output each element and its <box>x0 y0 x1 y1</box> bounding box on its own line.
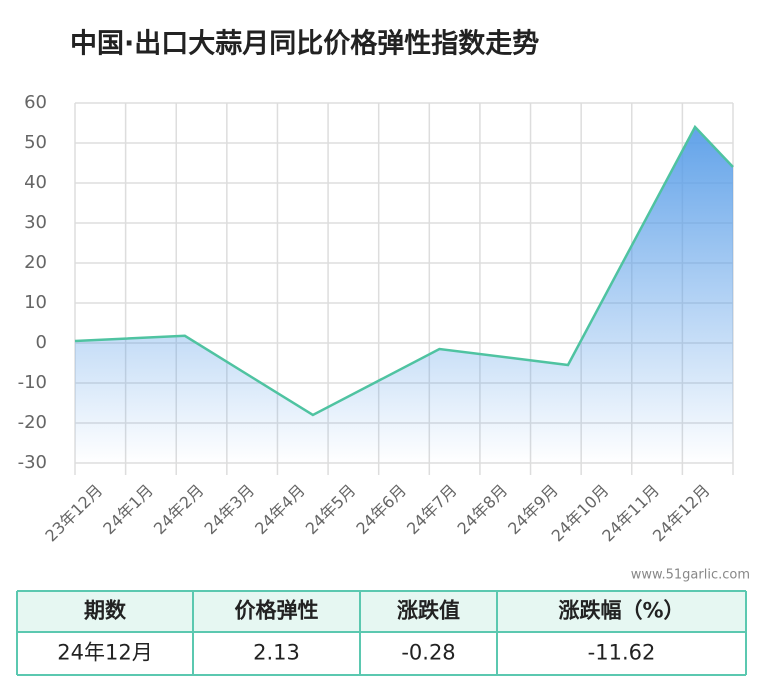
table-cell: 24年12月 <box>57 641 152 665</box>
x-tick-label: 24年2月 <box>150 481 208 539</box>
chart-title: 中国·出口大蒜月同比价格弹性指数走势 <box>70 29 539 60</box>
table-header-bg <box>17 591 746 632</box>
y-tick-label: 20 <box>24 252 47 273</box>
y-tick-label: -20 <box>18 412 47 433</box>
table-header: 涨跌值 <box>397 599 460 623</box>
x-tick-label: 23年12月 <box>41 481 106 546</box>
x-tick-label: 24年7月 <box>403 481 461 539</box>
y-tick-label: 60 <box>24 92 47 113</box>
y-tick-label: 30 <box>24 212 47 233</box>
x-tick-label: 24年8月 <box>454 481 512 539</box>
table-header: 涨跌幅（%） <box>558 599 684 623</box>
table-header: 期数 <box>84 599 127 623</box>
y-tick-label: -10 <box>18 372 47 393</box>
y-tick-label: 40 <box>24 172 47 193</box>
table-cell: 2.13 <box>253 641 300 665</box>
x-tick-label: 24年6月 <box>352 481 410 539</box>
x-tick-label: 24年5月 <box>302 481 360 539</box>
line <box>74 124 734 417</box>
y-tick-label: 0 <box>36 332 47 353</box>
table-cell: -11.62 <box>588 641 656 665</box>
y-tick-label: 50 <box>24 132 47 153</box>
y-tick-label: -30 <box>18 452 47 473</box>
table-cell: -0.28 <box>401 641 455 665</box>
data-table: 期数 价格弹性 涨跌值 涨跌幅（%） 24年12月 2.13 -0.28 -11.62 <box>16 590 747 676</box>
x-tick-label: 24年1月 <box>99 481 157 539</box>
x-tick-label: 24年3月 <box>201 481 259 539</box>
x-tick-label: 24年4月 <box>251 481 309 539</box>
area <box>75 127 733 463</box>
y-tick-label: 10 <box>24 292 47 313</box>
watermark: www.51garlic.com <box>631 568 750 583</box>
table-header: 价格弹性 <box>235 599 319 623</box>
